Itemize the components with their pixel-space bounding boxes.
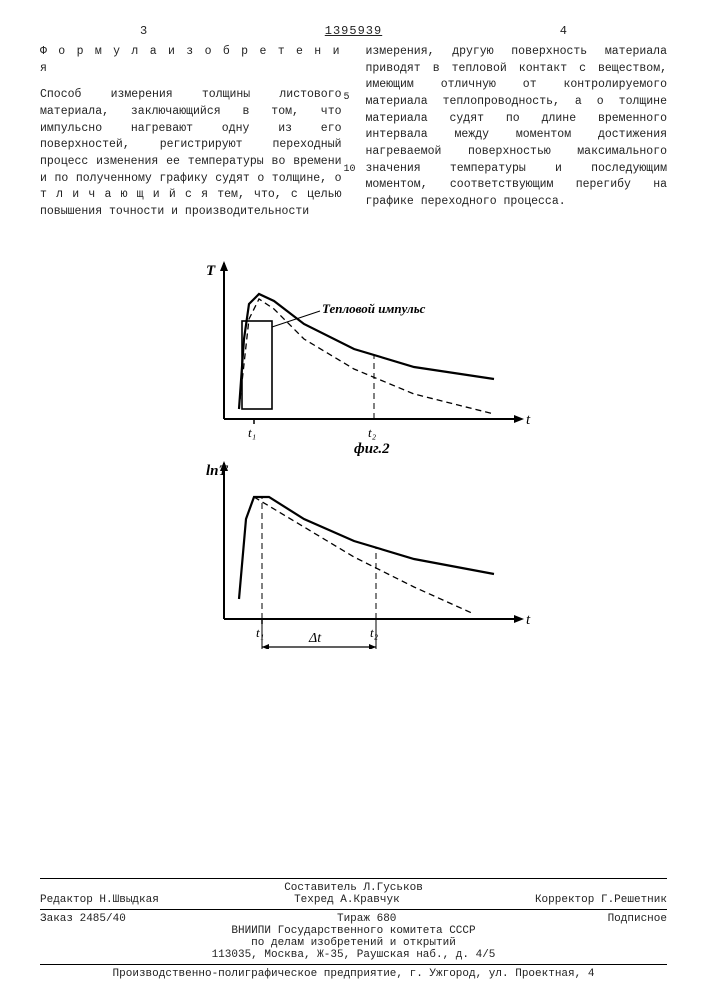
page-header: 3 1395939 4 <box>40 24 667 38</box>
line-marker-5: 5 <box>344 92 350 103</box>
right-column-body: измерения, другую поверхность материала … <box>366 44 668 211</box>
svg-text:Δt: Δt <box>308 631 322 646</box>
footer-printer: Производственно-полиграфическое предприя… <box>40 968 667 980</box>
svg-text:t: t <box>526 612 531 628</box>
svg-text:t₂: t₂ <box>368 425 377 440</box>
footer-block: Составитель Л.Гуськов Редактор Н.Швыдкая… <box>40 875 667 980</box>
footer-rule-1 <box>40 878 667 879</box>
footer-org2: по делам изобретений и открытий <box>40 937 667 949</box>
svg-text:t₁: t₁ <box>256 625 264 640</box>
page-num-right: 4 <box>560 24 567 38</box>
footer-compiler: Составитель Л.Гуськов <box>40 882 667 894</box>
figures-block: Tt Тепловой импульс t₁ t₂фиг.2 lnT t t₁ t₂ Δt фи… <box>40 249 667 649</box>
svg-text:фиг.2: фиг.2 <box>354 441 390 457</box>
svg-text:lnT: lnT <box>206 463 229 479</box>
footer-editor: Редактор Н.Швыдкая <box>40 894 159 906</box>
left-column-body: Способ измерения толщины листового матер… <box>40 87 342 220</box>
line-marker-10: 10 <box>344 164 356 175</box>
left-column: Ф о р м у л а и з о б р е т е н и я Спос… <box>40 44 342 221</box>
formula-title: Ф о р м у л а и з о б р е т е н и я <box>40 44 342 77</box>
text-columns: Ф о р м у л а и з о б р е т е н и я Спос… <box>40 44 667 221</box>
fig2-chart: Tt Тепловой импульс t₁ t₂фиг.2 <box>206 261 531 457</box>
footer-podpisnoe: Подписное <box>608 913 667 925</box>
footer-order-row: Заказ 2485/40 Тираж 680 Подписное <box>40 913 667 925</box>
footer-tirazh: Тираж 680 <box>337 913 396 925</box>
page: 3 1395939 4 Ф о р м у л а и з о б р е т … <box>0 0 707 1000</box>
footer-org1: ВНИИПИ Государственного комитета СССР <box>40 925 667 937</box>
footer-credits-row: Редактор Н.Швыдкая Техред А.Кравчук Корр… <box>40 894 667 906</box>
footer-rule-3 <box>40 964 667 965</box>
page-num-left: 3 <box>140 24 147 38</box>
footer-address: 113035, Москва, Ж-35, Раушская наб., д. … <box>40 949 667 961</box>
svg-text:t: t <box>526 412 531 428</box>
right-column: измерения, другую поверхность материала … <box>366 44 668 221</box>
footer-techred: Техред А.Кравчук <box>294 894 400 906</box>
document-number: 1395939 <box>325 24 382 38</box>
fig3-chart: lnTtt₁t₂Δtфиг.3 <box>206 461 531 649</box>
footer-rule-2 <box>40 909 667 910</box>
svg-text:t₁: t₁ <box>248 425 256 440</box>
svg-text:T: T <box>206 263 216 279</box>
figures-svg: Tt Тепловой импульс t₁ t₂фиг.2 lnT t t₁ t₂ Δt фи… <box>164 249 544 649</box>
footer-corrector: Корректор Г.Решетник <box>535 894 667 906</box>
svg-text:Тепловой импульс: Тепловой импульс <box>322 301 426 316</box>
footer-order: Заказ 2485/40 <box>40 913 126 925</box>
svg-text:t₂: t₂ <box>370 625 379 640</box>
